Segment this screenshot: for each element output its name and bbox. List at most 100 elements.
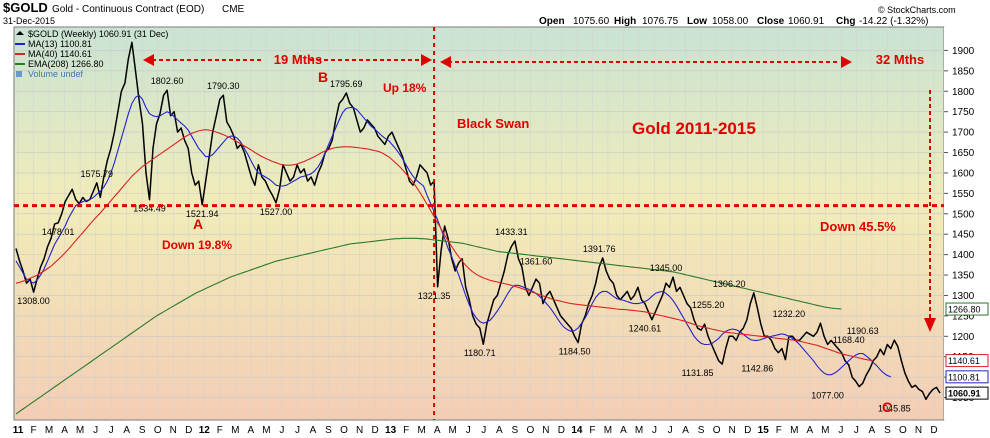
- x-tick-label-57: O: [899, 425, 907, 436]
- y-tick-label-9: 1500: [952, 209, 975, 220]
- x-tick-label-40: M: [635, 425, 643, 436]
- x-tick-label-49: F: [776, 425, 782, 436]
- x-tick-label-59: D: [930, 425, 937, 436]
- y-tick-label-10: 1550: [952, 189, 975, 200]
- axis-tag-box-0: [945, 302, 989, 316]
- annotation-down-c: Down 45.5%: [820, 219, 896, 234]
- close-label: Close: [757, 16, 785, 27]
- point-label-8: 1795.69: [330, 79, 363, 89]
- point-labels: 1308.00 1478.01 1575.79 1534.49 1802.60 1521.…: [17, 76, 910, 413]
- point-label-21: 1232.20: [773, 309, 806, 319]
- x-tick-label-50: M: [790, 425, 798, 436]
- y-tick-label-13: 1700: [952, 128, 975, 139]
- y-tick-label-14: 1750: [952, 107, 975, 118]
- x-tick-label-23: D: [371, 425, 378, 436]
- legend-label-4: Volume undef: [28, 69, 84, 79]
- x-tick-label-5: J: [93, 425, 98, 436]
- annotation-a: A: [193, 216, 203, 232]
- x-tick-label-29: J: [466, 425, 471, 436]
- x-tick-label-44: S: [698, 425, 705, 436]
- point-label-7: 1527.00: [260, 207, 293, 217]
- point-label-23: 1168.40: [833, 335, 865, 345]
- point-label-2: 1575.79: [81, 169, 114, 179]
- axis-tag-label-0: 1266.80: [948, 305, 981, 315]
- point-label-20: 1142.86: [741, 364, 773, 374]
- x-tick-label-13: F: [217, 425, 223, 436]
- x-tick-label-3: A: [61, 425, 68, 436]
- x-tick-label-32: S: [511, 425, 518, 436]
- x-tick-label-11: D: [185, 425, 192, 436]
- legend-label-0: $GOLD (Weekly) 1060.91 (31 Dec): [28, 29, 168, 39]
- credit-text: © StockCharts.com: [878, 5, 956, 15]
- x-tick-label-33: O: [526, 425, 534, 436]
- legend-label-2: MA(40) 1140.61: [28, 49, 92, 59]
- point-label-15: 1240.61: [629, 324, 662, 334]
- annotation-32-months: 32 Mths: [876, 52, 924, 67]
- x-tick-label-0: 11: [13, 425, 24, 436]
- x-tick-label-54: J: [854, 425, 859, 436]
- x-tick-label-39: A: [620, 425, 627, 436]
- series-line-ema-208-: [15, 237, 842, 415]
- x-tick-label-52: M: [821, 425, 829, 436]
- legend-label-1: MA(13) 1100.81: [28, 39, 92, 49]
- high-value: 1076.75: [642, 16, 679, 27]
- arrow-down-head: [924, 318, 936, 332]
- y-tick-label-5: 1300: [952, 291, 975, 302]
- series-line--gold-weekly-: [15, 41, 941, 401]
- series-line-ma-40-: [15, 129, 874, 362]
- point-label-11: 1433.31: [495, 227, 528, 237]
- point-label-5: 1521.94: [186, 209, 219, 219]
- header-date: 31-Dec-2015: [3, 16, 55, 26]
- x-tick-label-12: 12: [199, 425, 211, 436]
- chg-label: Chg: [836, 16, 855, 27]
- annotation-black-swan: Black Swan: [457, 116, 529, 131]
- x-tick-label-6: J: [109, 425, 114, 436]
- low-value: 1058.00: [712, 16, 749, 27]
- arrow-32m-left-head: [440, 56, 451, 68]
- annotation-up: Up 18%: [383, 81, 427, 95]
- x-tick-label-35: D: [558, 425, 565, 436]
- x-tick-label-42: J: [668, 425, 673, 436]
- x-tick-label-48: 15: [758, 425, 770, 436]
- y-tick-label-17: 1900: [952, 46, 975, 57]
- point-label-17: 1255.20: [692, 300, 725, 310]
- point-label-14: 1391.76: [583, 244, 616, 254]
- low-label: Low: [687, 16, 707, 27]
- legend: $GOLD (Weekly) 1060.91 (31 Dec)MA(13) 11…: [15, 29, 168, 79]
- axis-tag-box-1: [945, 354, 989, 368]
- x-tick-label-31: A: [496, 425, 503, 436]
- point-label-1: 1478.01: [42, 227, 75, 237]
- point-label-19: 1306.20: [713, 279, 746, 289]
- axis-tag-label-1: 1140.61: [948, 356, 980, 366]
- x-tick-label-2: M: [45, 425, 53, 436]
- open-label: Open: [539, 16, 565, 27]
- x-tick-label-21: O: [340, 425, 348, 436]
- x-tick-label-45: O: [713, 425, 721, 436]
- point-label-0: 1308.00: [17, 296, 50, 306]
- x-tick-label-15: A: [248, 425, 255, 436]
- open-value: 1075.60: [573, 16, 610, 27]
- x-tick-label-20: S: [325, 425, 332, 436]
- point-label-24: 1190.63: [847, 326, 879, 336]
- x-tick-label-8: S: [139, 425, 146, 436]
- point-label-13: 1184.50: [559, 347, 591, 357]
- chg-value: -14.22 (-1.32%): [859, 16, 928, 27]
- axis-tag-label-3: 1060.91: [948, 389, 981, 399]
- x-tick-label-30: J: [481, 425, 486, 436]
- point-label-18: 1131.85: [682, 368, 714, 378]
- x-tick-label-1: F: [30, 425, 36, 436]
- x-tick-label-16: M: [262, 425, 270, 436]
- point-label-6: 1790.30: [207, 81, 240, 91]
- point-label-25: 1045.85: [878, 403, 911, 413]
- point-label-12: 1361.60: [520, 256, 553, 266]
- legend-label-3: EMA(208) 1266.80: [28, 59, 104, 69]
- axis-value-tags: 1266.80 1140.61 1100.81 1060.91: [945, 302, 989, 400]
- y-tick-label-6: 1350: [952, 271, 975, 282]
- close-value: 1060.91: [788, 16, 825, 27]
- y-tick-label-12: 1650: [952, 148, 975, 159]
- y-tick-label-15: 1800: [952, 87, 975, 98]
- x-tick-label-47: D: [744, 425, 751, 436]
- x-tick-label-38: M: [604, 425, 612, 436]
